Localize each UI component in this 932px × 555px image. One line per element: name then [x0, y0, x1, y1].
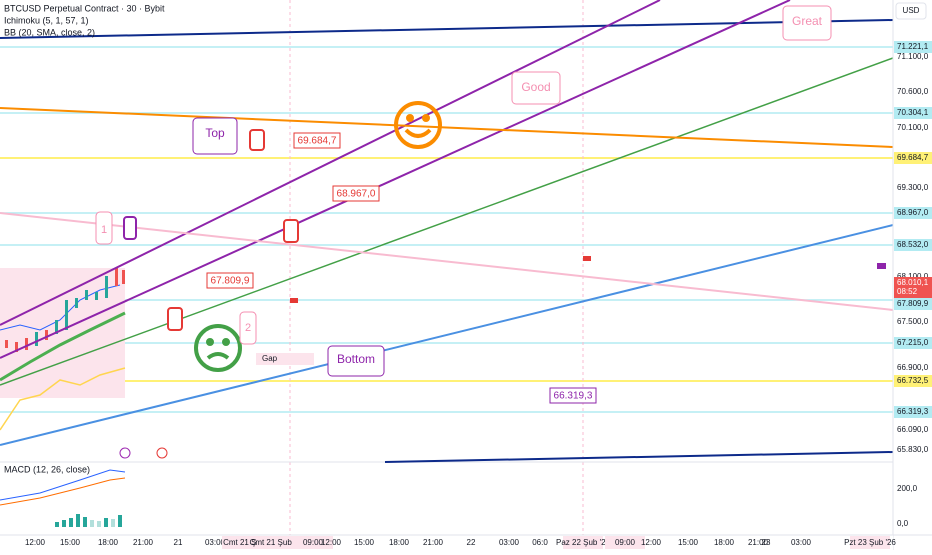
price-label: 70.100,0: [897, 123, 929, 132]
time-label: 15:00: [678, 538, 699, 547]
time-label: 06:0: [532, 538, 548, 547]
time-label: 18:00: [714, 538, 735, 547]
time-label: 21: [174, 538, 183, 547]
price-label: 67.500,0: [897, 317, 929, 326]
time-label: 23: [762, 538, 771, 547]
price-box: [894, 375, 932, 387]
time-box: [605, 536, 645, 549]
price-box: [894, 207, 932, 219]
price-label: 66.319,3: [897, 407, 929, 416]
time-label: Cmt 21 Şu: [223, 538, 261, 547]
time-label: 21:00: [423, 538, 444, 547]
price-box: [894, 277, 932, 299]
time-label: 12:00: [641, 538, 662, 547]
price-label: 68.532,0: [897, 240, 929, 249]
indicator-label: Ichimoku (5, 1, 57, 1): [4, 15, 89, 25]
price-label: 69.684,7: [298, 136, 337, 147]
price-box: [894, 298, 932, 310]
currency: USD: [903, 6, 920, 15]
indicator-label: BB (20, SMA, close, 2): [4, 27, 95, 37]
time-label: 03:00: [205, 538, 226, 547]
time-box: [257, 536, 297, 549]
time-label: 18:00: [98, 538, 119, 547]
price-label: 66.090,0: [897, 425, 929, 434]
price-box: [894, 239, 932, 251]
time-box: [222, 536, 262, 549]
price-label: 68.967,0: [337, 189, 376, 200]
time-label: Cmt 21 Şub '26: [250, 538, 305, 547]
time-label: 15:00: [354, 538, 375, 547]
price-box: [894, 41, 932, 53]
time-label: 22: [467, 538, 476, 547]
time-box: [850, 536, 890, 549]
price-label: 71.221,1: [897, 42, 929, 51]
price-label: 68.967,0: [897, 208, 929, 217]
time-label: 12:00: [25, 538, 46, 547]
price-label: 70.304,1: [897, 108, 929, 117]
price-label: 200,0: [897, 484, 918, 493]
price-label: 69.684,7: [897, 153, 929, 162]
time-box: [293, 536, 333, 549]
time-label: 12:00: [321, 538, 342, 547]
time-label: 18:00: [389, 538, 410, 547]
time-label: 21:00: [133, 538, 154, 547]
price-box: [894, 406, 932, 418]
macd-title: MACD (12, 26, close): [4, 464, 90, 474]
time-label: 03:00: [499, 538, 520, 547]
price-label: 69.300,0: [897, 183, 929, 192]
price-label: 66.732,5: [897, 376, 929, 385]
time-label: Pzt 23 Şub '26: [844, 538, 896, 547]
price-label: 66.900,0: [897, 363, 929, 372]
price-label: 67.809,9: [897, 299, 929, 308]
price-box: [894, 337, 932, 349]
price-box: [894, 152, 932, 164]
annotation: Good: [521, 80, 550, 94]
price-label: 66.319,3: [554, 391, 593, 402]
price-label: 71.100,0: [897, 52, 929, 61]
annotation: Bottom: [337, 352, 375, 366]
price-box: [894, 107, 932, 119]
annotation: Top: [205, 126, 225, 140]
time-label: 09:00: [615, 538, 636, 547]
time-label: 09:00: [303, 538, 324, 547]
price-label: 0,0: [897, 519, 909, 528]
time-label: 15:00: [60, 538, 81, 547]
price-label: 68.100,0: [897, 272, 929, 281]
annotation: Gap: [262, 354, 278, 363]
price-label: 67.809,9: [211, 276, 250, 287]
price-label: 70.600,0: [897, 87, 929, 96]
price-label: 65.830,0: [897, 445, 929, 454]
price-label: 08:52: [897, 287, 918, 296]
price-label: 67.215,0: [897, 338, 929, 347]
price-label: 68.010,1: [897, 278, 929, 287]
annotation: 1: [101, 224, 107, 236]
time-label: Paz 22 Şub '26: [556, 538, 611, 547]
symbol-title: BTCUSD Perpetual Contract · 30 · Bybit: [4, 3, 165, 13]
annotation: Great: [792, 14, 823, 28]
time-box: [563, 536, 603, 549]
time-label: 21:00: [748, 538, 769, 547]
annotation: 2: [245, 322, 251, 334]
time-label: 03:00: [791, 538, 812, 547]
